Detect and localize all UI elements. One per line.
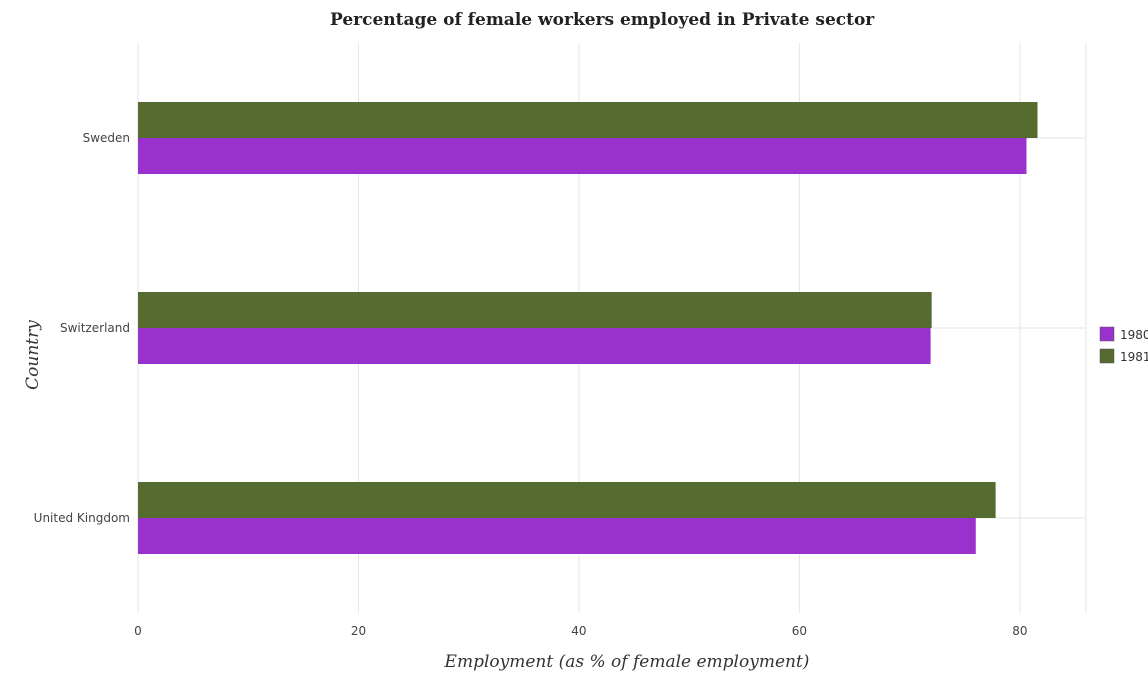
bar-switzerland-1981 xyxy=(138,292,932,328)
bar-sweden-1981 xyxy=(138,102,1038,138)
y-tick-label: Switzerland xyxy=(60,321,130,335)
x-axis-label: Employment (as % of female employment) xyxy=(444,652,810,672)
y-tick-label: United Kingdom xyxy=(34,511,130,525)
x-tick-label: 60 xyxy=(792,624,807,638)
bar-sweden-1980 xyxy=(138,138,1027,174)
x-tick-label: 80 xyxy=(1012,624,1027,638)
x-tick-label: 20 xyxy=(351,624,366,638)
bar-united-kingdom-1981 xyxy=(138,482,996,518)
x-tick-label: 40 xyxy=(571,624,586,638)
y-axis-label: Country xyxy=(23,320,43,390)
legend-swatch-1980 xyxy=(1099,326,1115,342)
ticks: 0 20 40 60 80 Sweden Switzerland United Kingdom xyxy=(34,131,1028,638)
y-tick-label: Sweden xyxy=(83,131,130,145)
legend-label-1981: 1981 xyxy=(1120,350,1148,364)
chart-title: Percentage of female workers employed in… xyxy=(330,10,875,30)
x-tick-label: 0 xyxy=(134,624,142,638)
bar-united-kingdom-1980 xyxy=(138,518,976,554)
legend-swatch-1981 xyxy=(1099,348,1115,364)
legend: 1980 1981 xyxy=(1099,326,1148,364)
legend-label-1980: 1980 xyxy=(1120,328,1148,342)
bar-switzerland-1980 xyxy=(138,328,931,364)
bars xyxy=(138,102,1038,554)
